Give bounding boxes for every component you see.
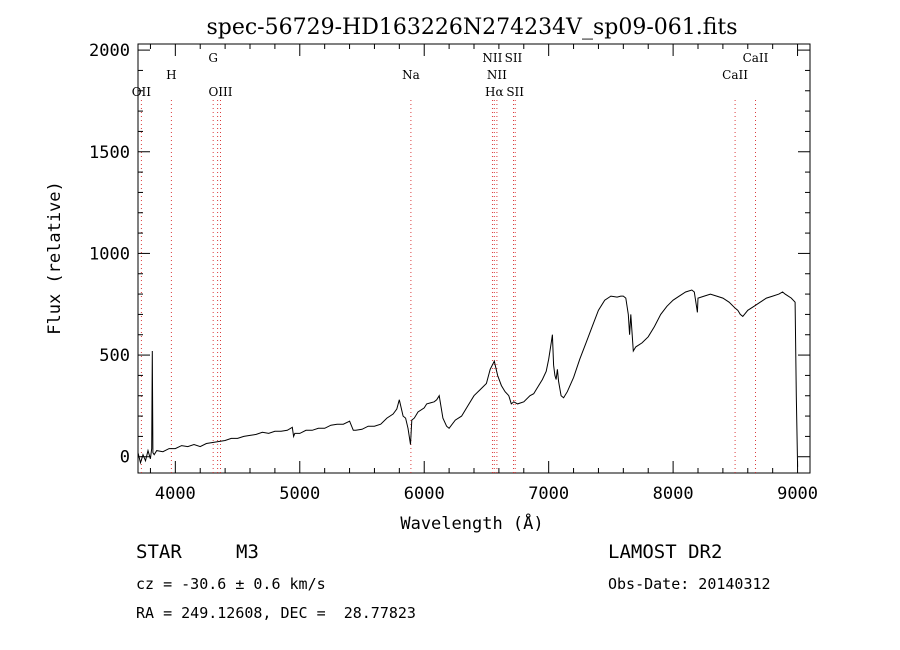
x-tick-label: 7000 <box>528 484 569 504</box>
line-label: OII <box>132 85 152 99</box>
plot-frame <box>137 43 811 474</box>
object-type: STAR <box>136 541 182 563</box>
line-label: Na <box>402 68 420 82</box>
survey-name: LAMOST DR2 <box>608 541 723 563</box>
y-axis-label: Flux (relative) <box>45 181 65 335</box>
line-label: H <box>166 68 176 82</box>
emission-line-markers <box>140 100 756 473</box>
x-axis-ticks: 4000 5000 6000 7000 8000 9000 <box>149 44 818 504</box>
line-label: G <box>208 51 218 65</box>
x-tick-label: 8000 <box>653 484 694 504</box>
spectral-subclass: M3 <box>236 541 259 563</box>
y-axis-ticks: 0 500 1000 1500 2000 <box>89 41 810 468</box>
chart-title: spec-56729-HD163226N274234V_sp09-061.fit… <box>206 15 737 40</box>
x-tick-label: 5000 <box>279 484 320 504</box>
observation-date: Obs-Date: 20140312 <box>608 575 771 593</box>
line-label: SII <box>506 85 524 99</box>
line-label: SII <box>505 51 523 65</box>
y-tick-label: 500 <box>99 346 130 366</box>
coordinates: RA = 249.12608, DEC = 28.77823 <box>136 604 416 622</box>
y-tick-label: 2000 <box>89 41 130 61</box>
line-label: CaII <box>722 68 748 82</box>
spectrum-line <box>137 289 799 467</box>
radial-velocity: cz = -30.6 ± 0.6 km/s <box>136 575 326 593</box>
x-tick-label: 4000 <box>155 484 196 504</box>
y-tick-label: 1500 <box>89 143 130 163</box>
line-label: Hα <box>485 85 504 99</box>
y-tick-label: 1000 <box>89 244 130 264</box>
line-label: CaII <box>743 51 769 65</box>
x-tick-label: 6000 <box>404 484 445 504</box>
line-label: NII <box>482 51 502 65</box>
y-tick-label: 0 <box>120 448 130 468</box>
line-label: OIII <box>208 85 232 99</box>
x-tick-label: 9000 <box>777 484 818 504</box>
x-axis-label: Wavelength (Å) <box>400 512 543 534</box>
line-label: NII <box>487 68 507 82</box>
